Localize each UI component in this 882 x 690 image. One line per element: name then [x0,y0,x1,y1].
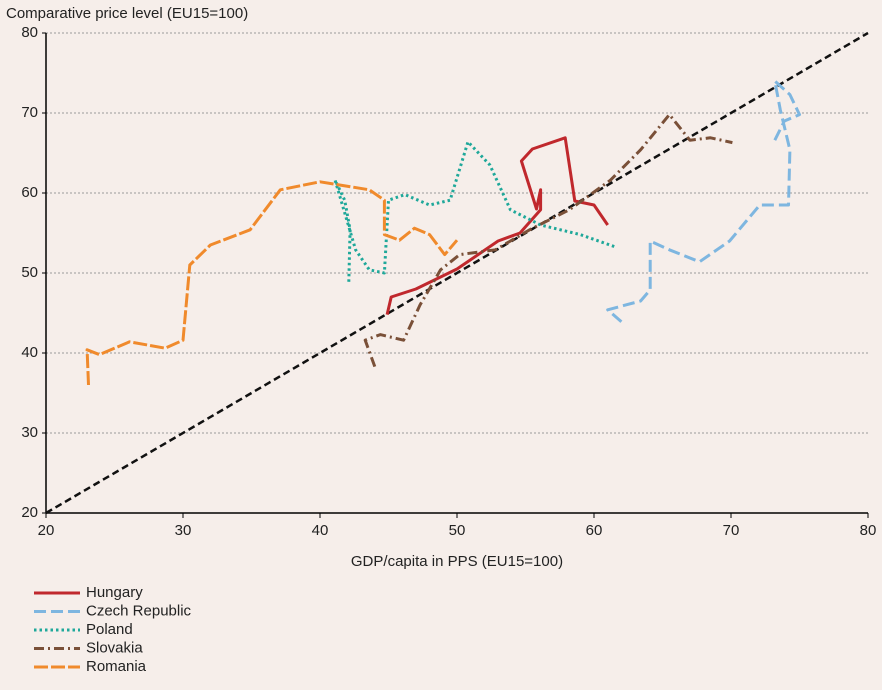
diagonal-reference [45,31,869,515]
x-tick-label: 60 [586,522,603,539]
series-line [85,180,459,386]
y-tick-label: 50 [21,264,38,281]
legend-label: Poland [86,621,133,638]
x-tick-label: 50 [449,522,466,539]
y-tick-label: 20 [21,504,38,521]
y-tick-label: 60 [21,184,38,201]
x-tick-label: 20 [38,522,55,539]
series-line [333,140,615,282]
y-tick-label: 70 [21,104,38,121]
x-tick-label: 70 [723,522,740,539]
x-axis-title: GDP/capita in PPS (EU15=100) [351,553,563,570]
y-tick-label: 80 [21,24,38,41]
y-axis-title: Comparative price level (EU15=100) [6,5,248,22]
series-line [363,113,733,368]
y-tick-label: 40 [21,344,38,361]
legend-label: Czech Republic [86,602,192,619]
x-tick-label: 40 [312,522,329,539]
x-tick-label: 80 [860,522,877,539]
series-line [606,79,801,323]
series-line [385,136,609,315]
legend-label: Hungary [86,584,143,601]
x-tick-label: 30 [175,522,192,539]
legend-label: Romania [86,658,147,675]
legend-label: Slovakia [86,639,143,656]
y-tick-label: 30 [21,424,38,441]
